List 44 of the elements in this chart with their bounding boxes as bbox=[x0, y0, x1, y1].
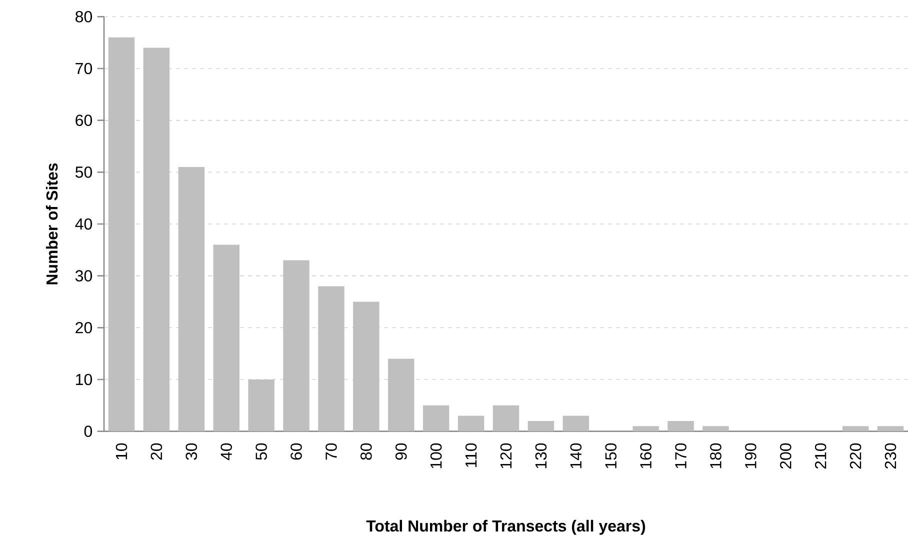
y-tick-label: 10 bbox=[76, 374, 92, 386]
y-tick-label: 40 bbox=[75, 218, 92, 230]
bar bbox=[702, 426, 729, 432]
x-tick-label: 90 bbox=[395, 443, 407, 460]
x-tick-label: 230 bbox=[884, 443, 896, 469]
x-tick-label: 100 bbox=[430, 443, 442, 468]
bar bbox=[632, 426, 659, 432]
x-tick-label: 120 bbox=[500, 443, 512, 468]
x-tick-label: 130 bbox=[535, 443, 547, 468]
bar bbox=[562, 416, 590, 432]
x-tick-label: 200 bbox=[780, 443, 792, 469]
x-tick-label: 180 bbox=[710, 443, 722, 468]
x-tick-label: 70 bbox=[326, 443, 337, 460]
x-tick-label: 40 bbox=[220, 443, 232, 460]
y-axis-title: Number of Sites bbox=[46, 163, 58, 284]
x-tick-label: 10 bbox=[116, 443, 128, 460]
bar bbox=[842, 426, 869, 432]
y-tick-label: 80 bbox=[76, 11, 92, 22]
y-tick-label: 30 bbox=[75, 270, 92, 282]
y-tick-label: 70 bbox=[76, 62, 92, 74]
bar bbox=[422, 405, 450, 432]
bar bbox=[877, 426, 904, 432]
x-tick-label: 50 bbox=[256, 443, 267, 460]
x-tick-label: 30 bbox=[186, 443, 198, 460]
y-tick-label: 20 bbox=[76, 322, 92, 334]
x-tick-label: 140 bbox=[570, 443, 582, 468]
x-tick-label: 150 bbox=[605, 443, 617, 468]
bar bbox=[492, 405, 520, 432]
y-tick-label: 60 bbox=[76, 114, 92, 126]
x-tick-label: 170 bbox=[675, 443, 686, 468]
bar bbox=[458, 416, 484, 432]
x-tick-label: 210 bbox=[814, 443, 826, 469]
x-tick-label: 160 bbox=[640, 443, 652, 468]
y-tick-label: 50 bbox=[75, 166, 92, 178]
y-tick-label: 0 bbox=[84, 426, 92, 437]
x-tick-label: 220 bbox=[850, 443, 862, 469]
x-tick-label: 60 bbox=[290, 443, 302, 460]
x-tick-label: 80 bbox=[360, 443, 372, 460]
x-tick-label: 190 bbox=[745, 443, 756, 468]
bar bbox=[668, 420, 694, 432]
x-tick-label: 110 bbox=[465, 443, 477, 467]
bar bbox=[528, 420, 554, 432]
x-tick-label: 20 bbox=[150, 443, 162, 460]
x-axis-title: Total Number of Transects (all years) bbox=[366, 520, 646, 535]
